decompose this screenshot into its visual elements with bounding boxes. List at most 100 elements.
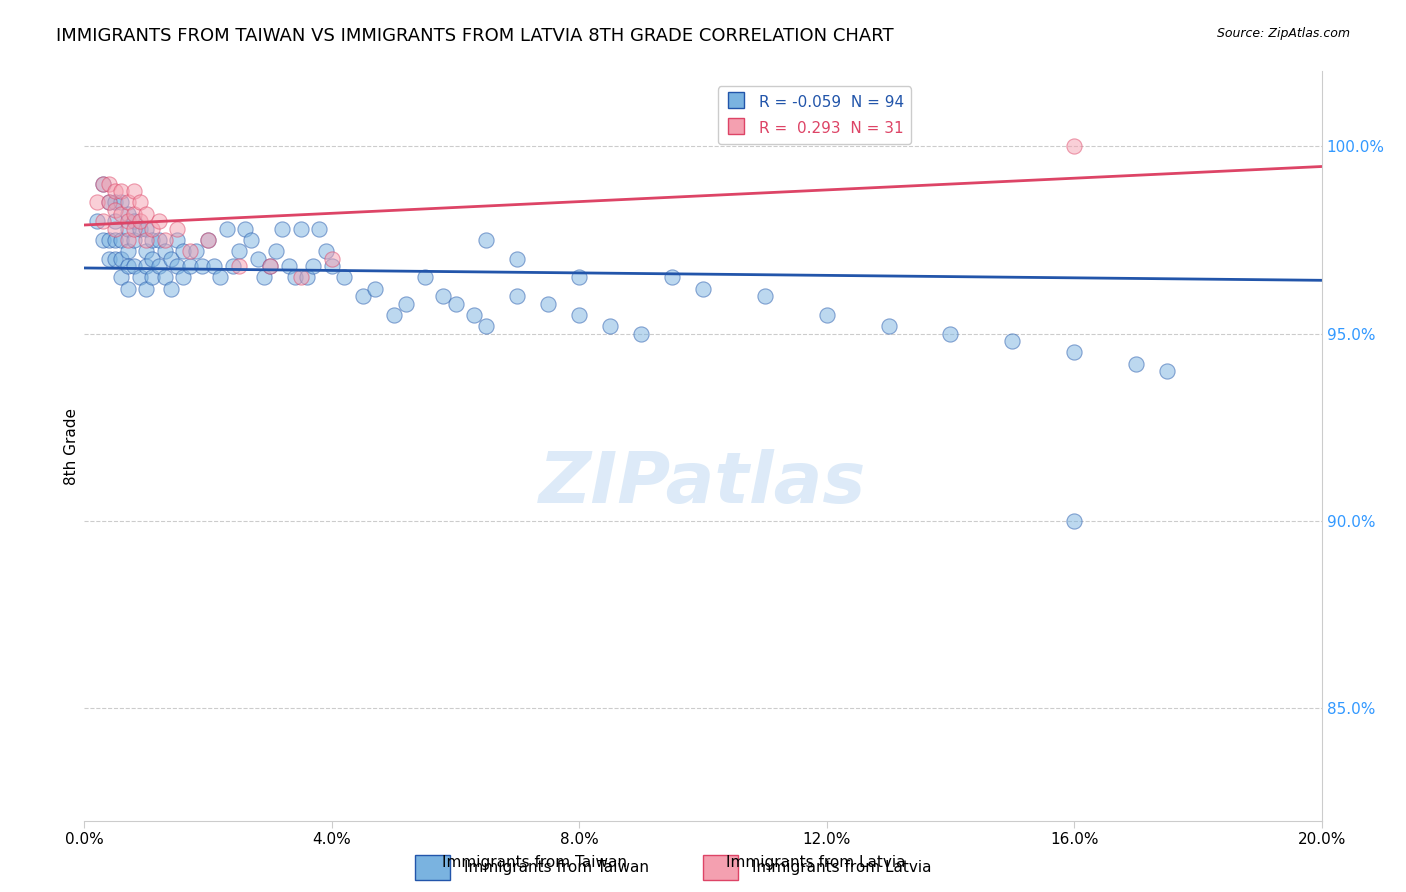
Point — [91, 177, 114, 191]
Point — [246, 252, 269, 266]
Point — [444, 296, 467, 310]
Point — [475, 233, 498, 247]
Point — [179, 259, 201, 273]
Point — [228, 259, 250, 273]
Point — [754, 289, 776, 303]
Point — [160, 282, 183, 296]
Point — [1063, 514, 1085, 528]
Point — [506, 252, 529, 266]
Point — [877, 319, 900, 334]
Point — [333, 270, 356, 285]
Point — [184, 244, 207, 259]
Point — [122, 207, 145, 221]
Point — [122, 259, 145, 273]
Point — [253, 270, 276, 285]
Point — [122, 233, 145, 247]
Point — [197, 233, 219, 247]
Text: Immigrants from Latvia: Immigrants from Latvia — [725, 855, 905, 870]
Point — [110, 270, 132, 285]
Point — [86, 214, 108, 228]
Point — [104, 221, 127, 235]
Point — [135, 221, 157, 235]
Point — [233, 221, 256, 235]
Point — [599, 319, 621, 334]
Point — [277, 259, 299, 273]
Point — [209, 270, 232, 285]
Point — [1156, 364, 1178, 378]
Point — [117, 214, 139, 228]
Point — [153, 270, 176, 285]
Point — [117, 221, 139, 235]
Point — [104, 195, 127, 210]
Point — [568, 308, 591, 322]
Point — [179, 244, 201, 259]
Point — [172, 244, 194, 259]
Point — [117, 282, 139, 296]
Point — [166, 221, 188, 235]
Point — [166, 233, 188, 247]
Point — [104, 214, 127, 228]
Point — [290, 270, 312, 285]
Point — [110, 252, 132, 266]
Point — [463, 308, 485, 322]
Point — [815, 308, 838, 322]
Point — [110, 195, 132, 210]
Point — [110, 233, 132, 247]
Point — [228, 244, 250, 259]
Point — [148, 259, 170, 273]
Point — [117, 195, 139, 210]
Point — [141, 221, 163, 235]
Point — [352, 289, 374, 303]
Point — [395, 296, 418, 310]
Point — [259, 259, 281, 273]
Point — [98, 252, 121, 266]
Point — [104, 252, 127, 266]
Point — [506, 289, 529, 303]
Point — [259, 259, 281, 273]
Point — [104, 233, 127, 247]
FancyBboxPatch shape — [703, 855, 738, 880]
Point — [110, 207, 132, 221]
Text: IMMIGRANTS FROM TAIWAN VS IMMIGRANTS FROM LATVIA 8TH GRADE CORRELATION CHART: IMMIGRANTS FROM TAIWAN VS IMMIGRANTS FRO… — [56, 27, 894, 45]
Point — [129, 270, 152, 285]
Point — [197, 233, 219, 247]
Point — [141, 233, 163, 247]
Point — [122, 221, 145, 235]
Point — [91, 214, 114, 228]
Point — [1063, 139, 1085, 153]
Point — [172, 270, 194, 285]
Point — [568, 270, 591, 285]
Text: ZIPatlas: ZIPatlas — [540, 449, 866, 518]
Point — [271, 221, 294, 235]
Point — [117, 259, 139, 273]
Text: Immigrants from Taiwan: Immigrants from Taiwan — [441, 855, 627, 870]
Point — [129, 214, 152, 228]
Point — [98, 195, 121, 210]
Legend: R = -0.059  N = 94, R =  0.293  N = 31: R = -0.059 N = 94, R = 0.293 N = 31 — [718, 87, 911, 144]
Point — [129, 195, 152, 210]
Point — [413, 270, 436, 285]
Point — [661, 270, 683, 285]
Point — [160, 252, 183, 266]
Point — [382, 308, 405, 322]
Point — [117, 207, 139, 221]
Point — [364, 282, 387, 296]
Point — [117, 244, 139, 259]
Point — [110, 184, 132, 198]
Point — [321, 259, 343, 273]
Point — [215, 221, 238, 235]
Point — [939, 326, 962, 341]
Point — [122, 214, 145, 228]
Point — [432, 289, 454, 303]
Text: Immigrants from Latvia: Immigrants from Latvia — [752, 860, 932, 875]
Point — [308, 221, 330, 235]
Point — [537, 296, 560, 310]
Point — [91, 177, 114, 191]
Point — [302, 259, 325, 273]
Point — [122, 184, 145, 198]
Point — [141, 270, 163, 285]
Point — [166, 259, 188, 273]
Text: Immigrants from Taiwan: Immigrants from Taiwan — [464, 860, 650, 875]
Point — [135, 282, 157, 296]
Point — [284, 270, 307, 285]
